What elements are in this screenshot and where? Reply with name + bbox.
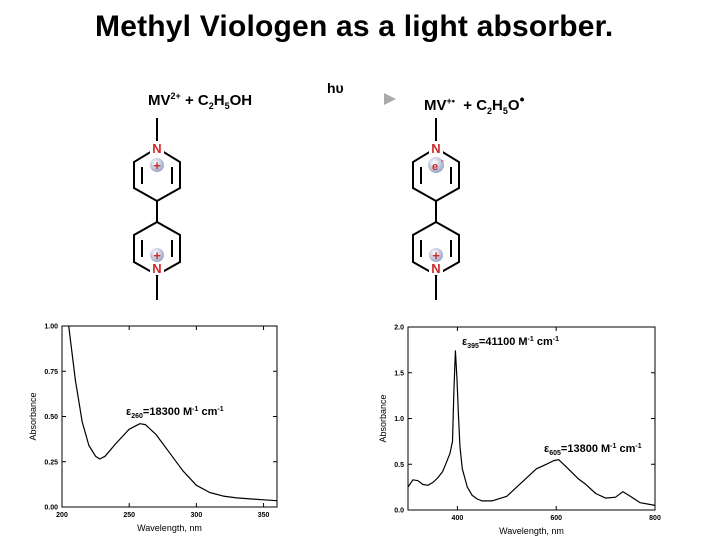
absorbance-series-line: [407, 350, 656, 506]
mv2-n-top-bg: [150, 141, 164, 154]
y-tick-label: 0.5: [394, 462, 404, 469]
mvr-plus-bottom: +: [432, 248, 440, 263]
mvr-n-bottom-bg: [429, 262, 443, 275]
product-mv-charge: +•: [446, 96, 455, 106]
product-h: H: [492, 97, 503, 114]
mv2-plus-top: +: [153, 158, 161, 173]
product-o: O: [507, 97, 520, 114]
mv2-charge-ball-bottom: [150, 248, 164, 262]
y-tick-label: 0.50: [44, 414, 58, 421]
epsilon-605-label: ε605=13800 M-1 cm-1: [544, 443, 642, 457]
mvr-n-top-label: N: [431, 141, 440, 156]
y-tick-label: 0.00: [44, 505, 58, 512]
y-tick-label: 2.0: [394, 325, 404, 332]
mv2-n-top-label: N: [152, 141, 161, 156]
x-tick-label: 400: [452, 515, 464, 522]
product-ethoxy-c: + C: [463, 97, 488, 114]
mvr-n-top-bg: [429, 141, 443, 154]
mvr-electron-ball: [428, 157, 444, 173]
x-tick-label: 300: [191, 512, 203, 519]
y-tick-label: 1.5: [394, 370, 404, 377]
x-tick-label: 200: [56, 512, 68, 519]
y-tick-label: 1.0: [394, 416, 404, 423]
mvr-electron-label: e: [432, 161, 438, 173]
epsilon-395-label: ε395=41100 M-1 cm-1: [462, 336, 559, 350]
reaction-arrow: [290, 93, 396, 105]
x-tick-label: 350: [258, 512, 270, 519]
mv2-n-bottom-label: N: [152, 261, 161, 276]
mvr-charge-ball-bottom: [429, 248, 443, 262]
y-tick-label: 0.0: [394, 508, 404, 515]
y-tick-label: 1.00: [44, 324, 58, 331]
product-sub-5: 5: [502, 106, 508, 116]
mv2-absorbance-chart: 200 250 300 350 0.00 0.25 0.50 0.75 1.00 Waveleng…: [28, 324, 278, 533]
mvr-electron-minus: -: [441, 156, 444, 165]
reactant-sub-2: 2: [208, 101, 214, 111]
mvr-n-bottom-label: N: [431, 261, 440, 276]
mv2-n-bottom-bg: [150, 262, 164, 275]
page-title: Methyl Viologen as a light absorber.: [95, 10, 614, 43]
absorbance-series-line: [68, 325, 278, 502]
mv2-plus-bottom: +: [153, 248, 161, 263]
y-axis-label: Absorbance: [28, 392, 38, 440]
reactant-equation: MV2+ + C2H5OH: [148, 91, 252, 111]
y-tick-label: 0.75: [44, 369, 58, 376]
reactant-h: H: [213, 92, 225, 109]
reactant-mv: MV: [148, 92, 171, 109]
x-tick-label: 250: [123, 512, 135, 519]
mv-radical-absorbance-chart: 400 600 800 0.0 0.5 1.0 1.5 2.0 Wavelength, nm Ab…: [378, 325, 661, 537]
product-radical-dot: •: [519, 91, 525, 107]
y-axis-label: Absorbance: [378, 394, 388, 442]
mv2-charge-ball-top: [150, 158, 164, 172]
product-mv: MV: [424, 97, 447, 114]
plot-frame: [407, 326, 656, 511]
x-axis-label: Wavelength, nm: [137, 523, 202, 533]
reactant-ethanol-c: + C: [184, 92, 209, 109]
x-tick-label: 600: [550, 515, 562, 522]
x-axis-label: Wavelength, nm: [499, 526, 564, 536]
reactant-sub-5: 5: [224, 101, 230, 111]
x-tick-label: 800: [649, 515, 661, 522]
epsilon-260-label: ε260=18300 M-1 cm-1: [126, 406, 224, 420]
arrow-label: hυ: [327, 80, 344, 96]
product-equation: MV+• + C2H5O•: [424, 91, 524, 116]
y-tick-label: 0.25: [44, 459, 58, 466]
reactant-oh: OH: [229, 92, 253, 109]
product-sub-2: 2: [487, 106, 493, 116]
reactant-mv-charge: 2+: [170, 91, 181, 101]
